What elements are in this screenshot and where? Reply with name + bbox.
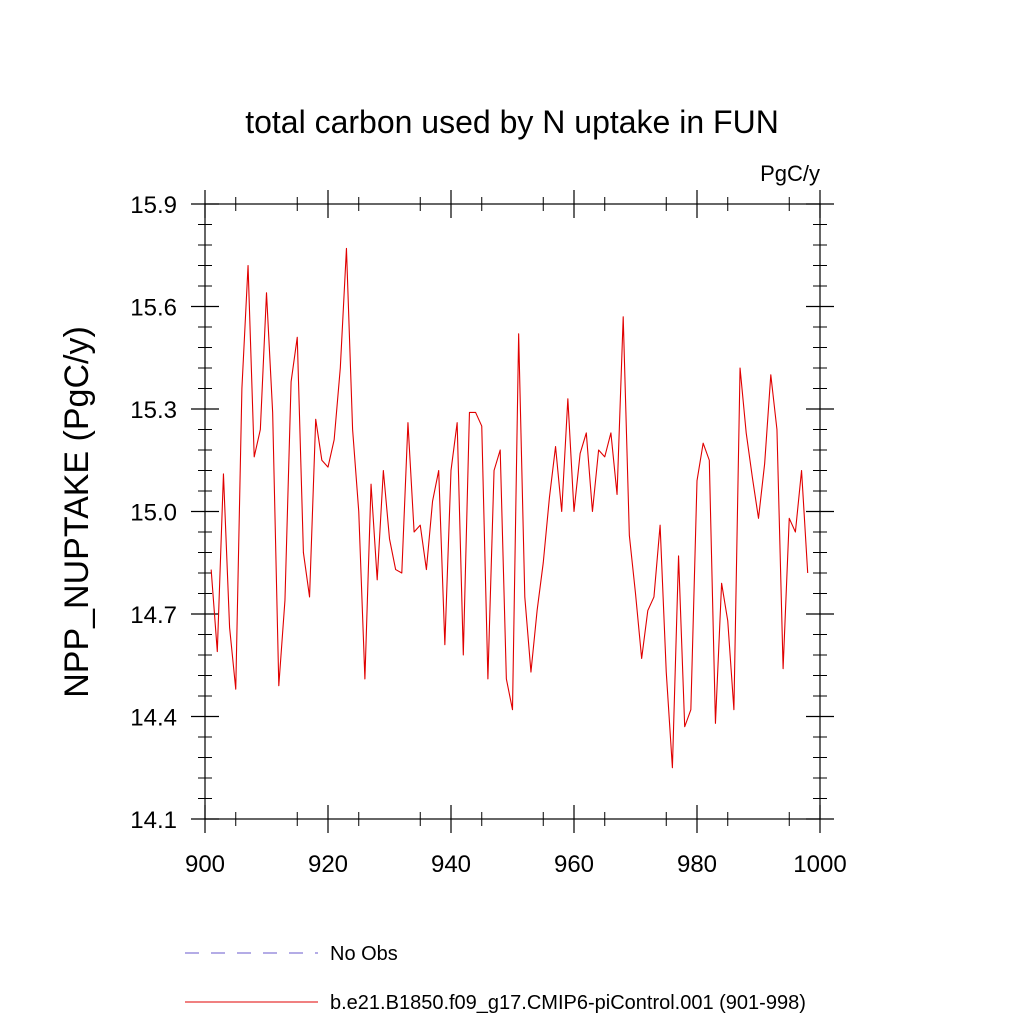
x-tick-label: 960 xyxy=(554,851,594,878)
x-axis-ticks: 900 920 940 960 980 1000 xyxy=(185,190,847,878)
y-tick-label: 14.7 xyxy=(130,602,177,629)
y-axis-label: NPP_NUPTAKE (PgC/y) xyxy=(58,326,96,698)
legend: No Obs b.e21.B1850.f09_g17.CMIP6-piContr… xyxy=(185,943,806,1014)
series-line-model-run xyxy=(210,247,809,769)
units-label: PgC/y xyxy=(760,161,820,186)
x-tick-label: 900 xyxy=(185,851,225,878)
x-tick-label: 940 xyxy=(431,851,471,878)
y-tick-label: 15.3 xyxy=(130,397,177,424)
y-tick-label: 15.0 xyxy=(130,500,177,527)
x-tick-label: 920 xyxy=(308,851,348,878)
y-axis-ticks: 14.1 14.4 14.7 15.0 15.3 15.6 15.9 xyxy=(130,192,834,834)
x-tick-label: 980 xyxy=(677,851,717,878)
y-tick-label: 14.1 xyxy=(130,807,177,834)
legend-label-model-run: b.e21.B1850.f09_g17.CMIP6-piControl.001 … xyxy=(330,992,806,1014)
x-tick-label: 1000 xyxy=(793,851,846,878)
y-tick-label: 15.6 xyxy=(130,295,177,322)
chart-title: total carbon used by N uptake in FUN xyxy=(245,104,779,140)
y-tick-label: 14.4 xyxy=(130,705,177,732)
y-tick-label: 15.9 xyxy=(130,192,177,219)
legend-label-no-obs: No Obs xyxy=(330,943,398,965)
series-layer xyxy=(210,247,809,769)
plot-frame xyxy=(204,203,821,820)
